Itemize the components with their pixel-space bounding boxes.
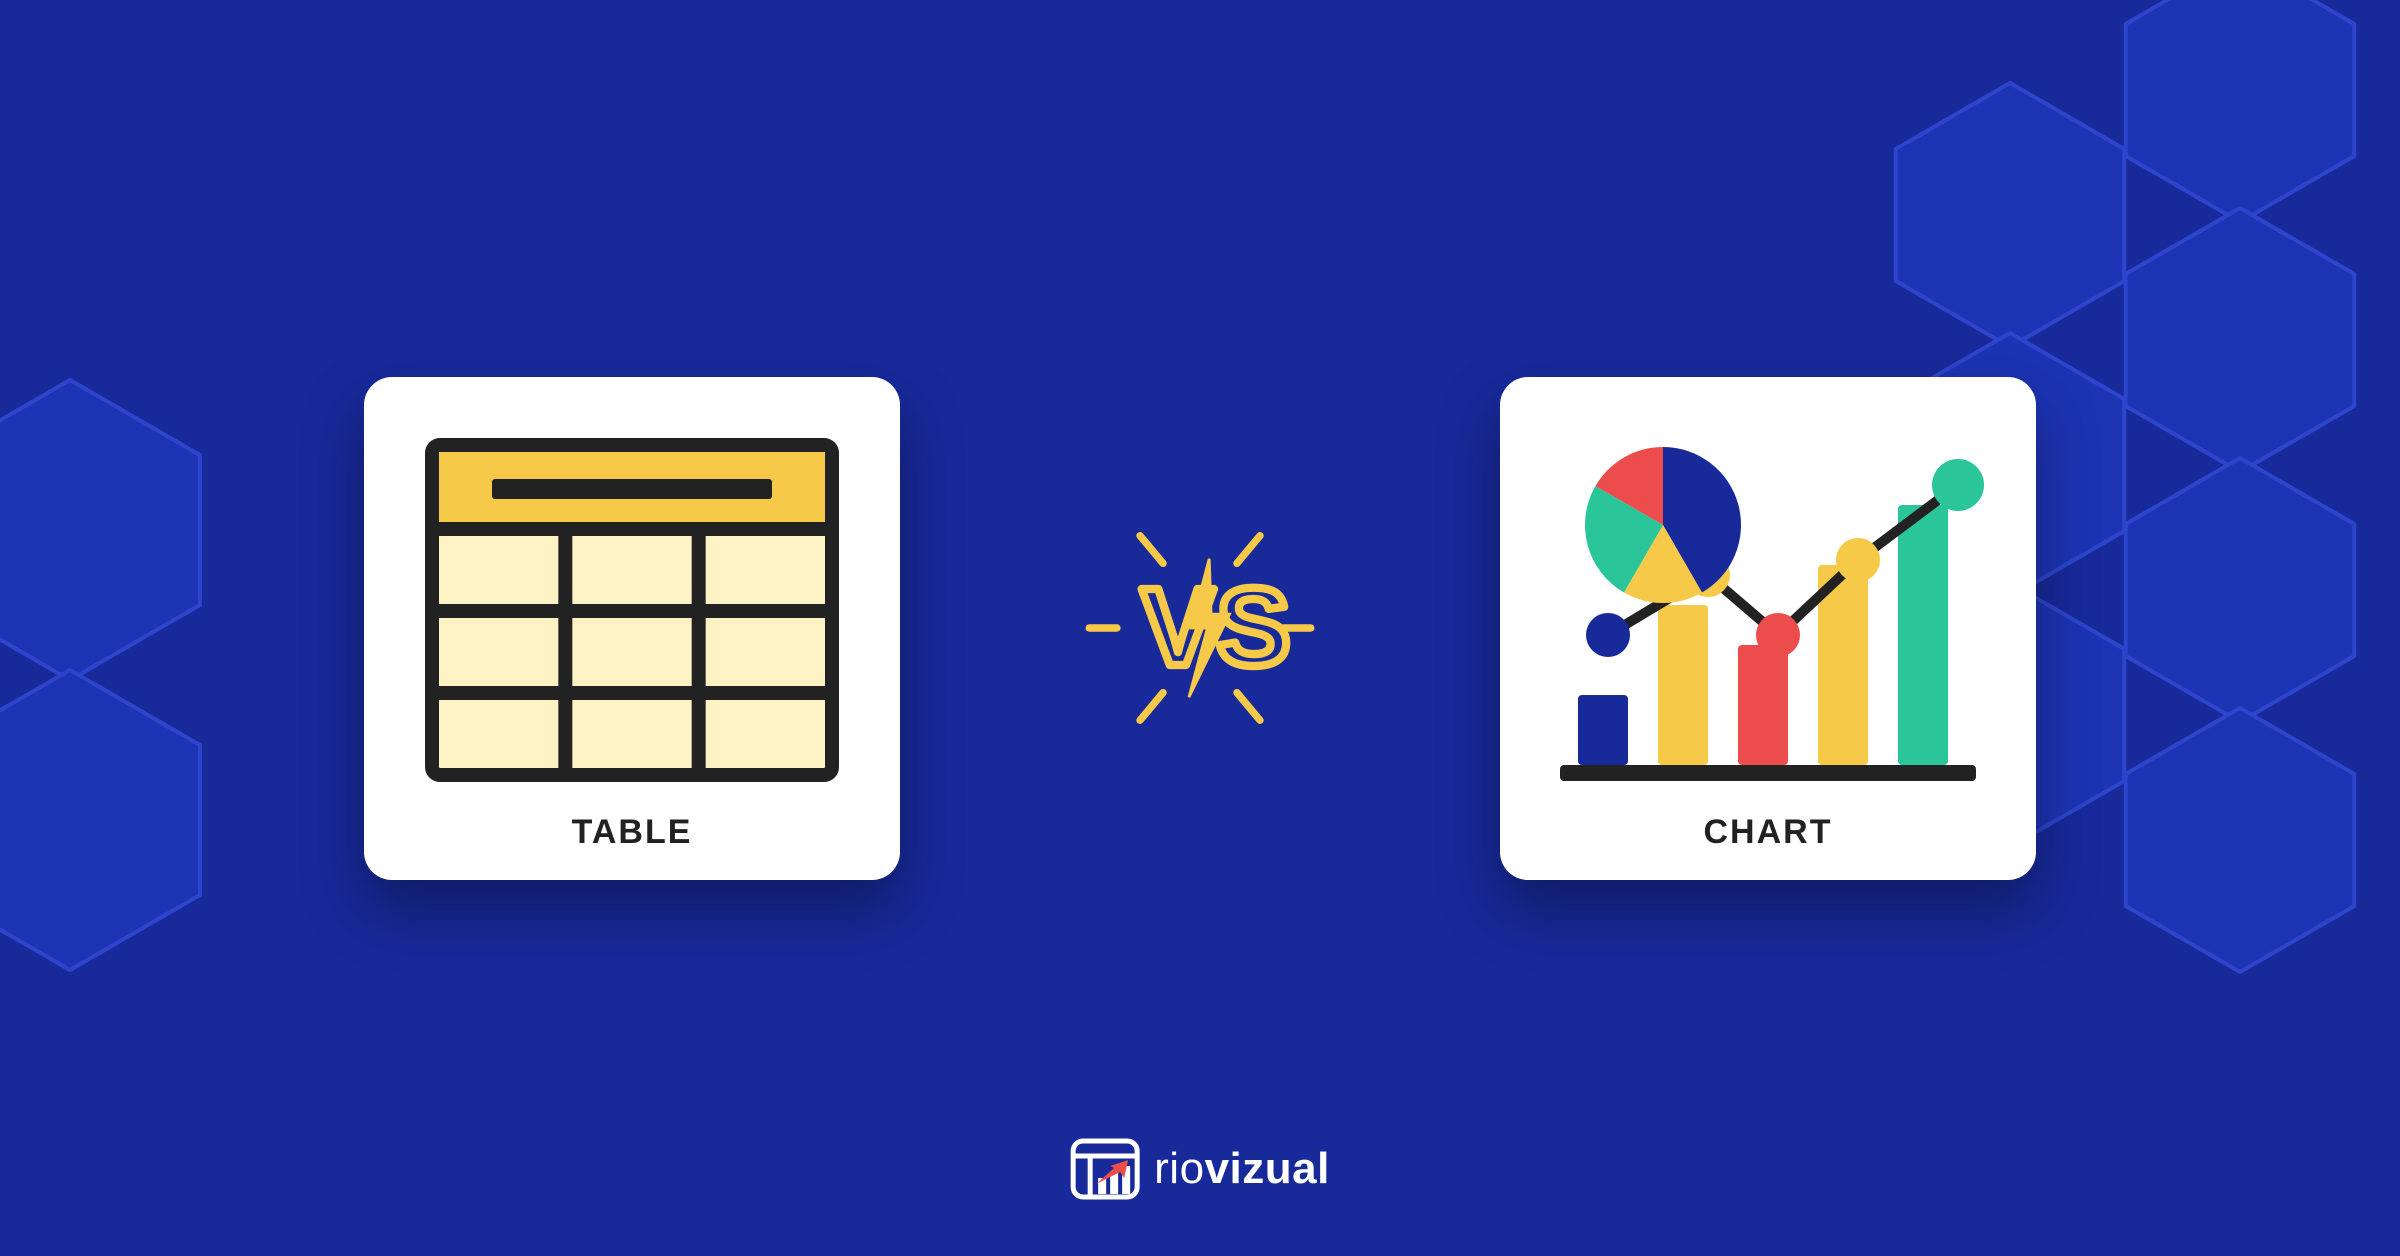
brand-logo-icon [1070, 1138, 1140, 1200]
brand-name-bold: vizual [1205, 1144, 1330, 1193]
brand-wordmark: riovizual [1154, 1144, 1330, 1194]
infographic-stage: TABLE VS CHART riovizual [0, 0, 2400, 1256]
svg-text:S: S [1217, 566, 1291, 689]
chart-caption: CHART [1704, 813, 1833, 852]
content-row: TABLE VS CHART [0, 0, 2400, 1256]
brand-footer: riovizual [1070, 1138, 1330, 1200]
table-icon [402, 415, 862, 795]
table-card: TABLE [364, 377, 900, 880]
chart-card: CHART [1500, 377, 2036, 880]
brand-name-light: rio [1154, 1144, 1204, 1193]
chart-icon [1538, 415, 1998, 795]
vs-badge: VS [1080, 508, 1320, 748]
table-caption: TABLE [572, 813, 693, 852]
